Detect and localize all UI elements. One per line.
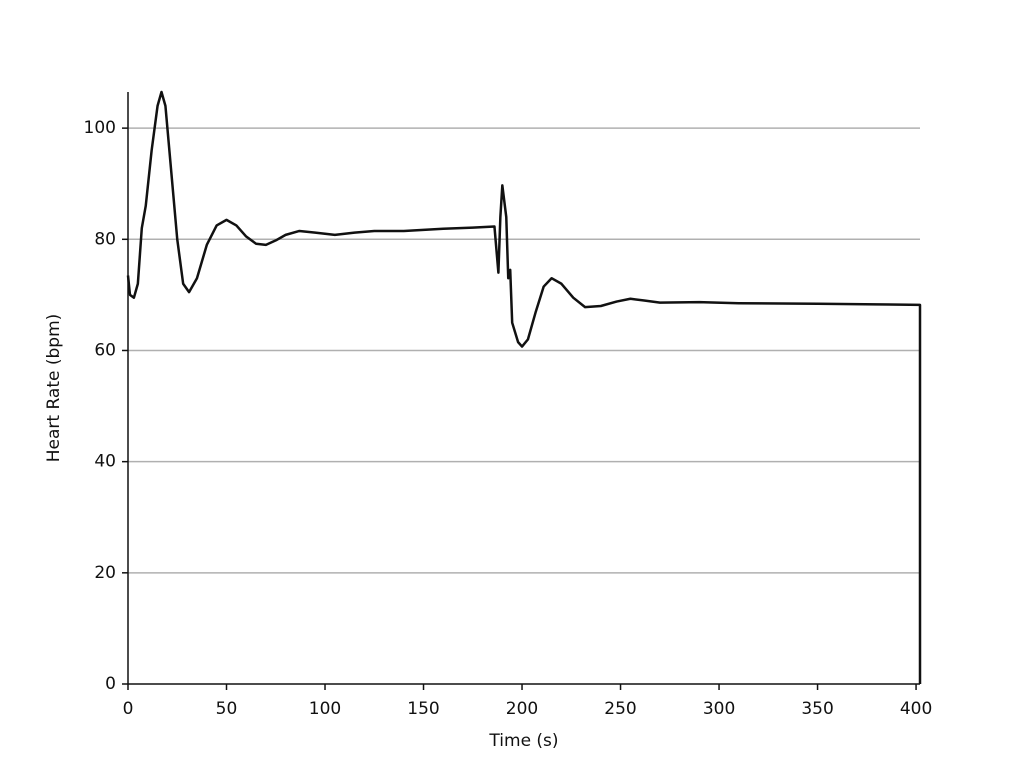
x-tick-label: 400: [900, 699, 932, 719]
x-tick-label: 300: [703, 699, 735, 719]
x-tick-label: 100: [309, 699, 341, 719]
x-tick-label: 250: [604, 699, 636, 719]
y-tick-label: 100: [84, 118, 116, 138]
y-tick-label: 20: [94, 563, 116, 583]
x-tick-label: 50: [216, 699, 238, 719]
y-tick-label: 40: [94, 452, 116, 472]
x-tick-label: 150: [407, 699, 439, 719]
y-tick-label: 0: [105, 674, 116, 694]
x-axis-label: Time (s): [488, 731, 558, 751]
data-line: [126, 90, 922, 684]
y-tick-label: 60: [94, 340, 116, 360]
y-axis-label: Heart Rate (bpm): [44, 314, 64, 463]
y-tick-label: 80: [94, 229, 116, 249]
x-tick-label: 200: [506, 699, 538, 719]
x-tick-label: 0: [123, 699, 134, 719]
x-tick-label: 350: [801, 699, 833, 719]
